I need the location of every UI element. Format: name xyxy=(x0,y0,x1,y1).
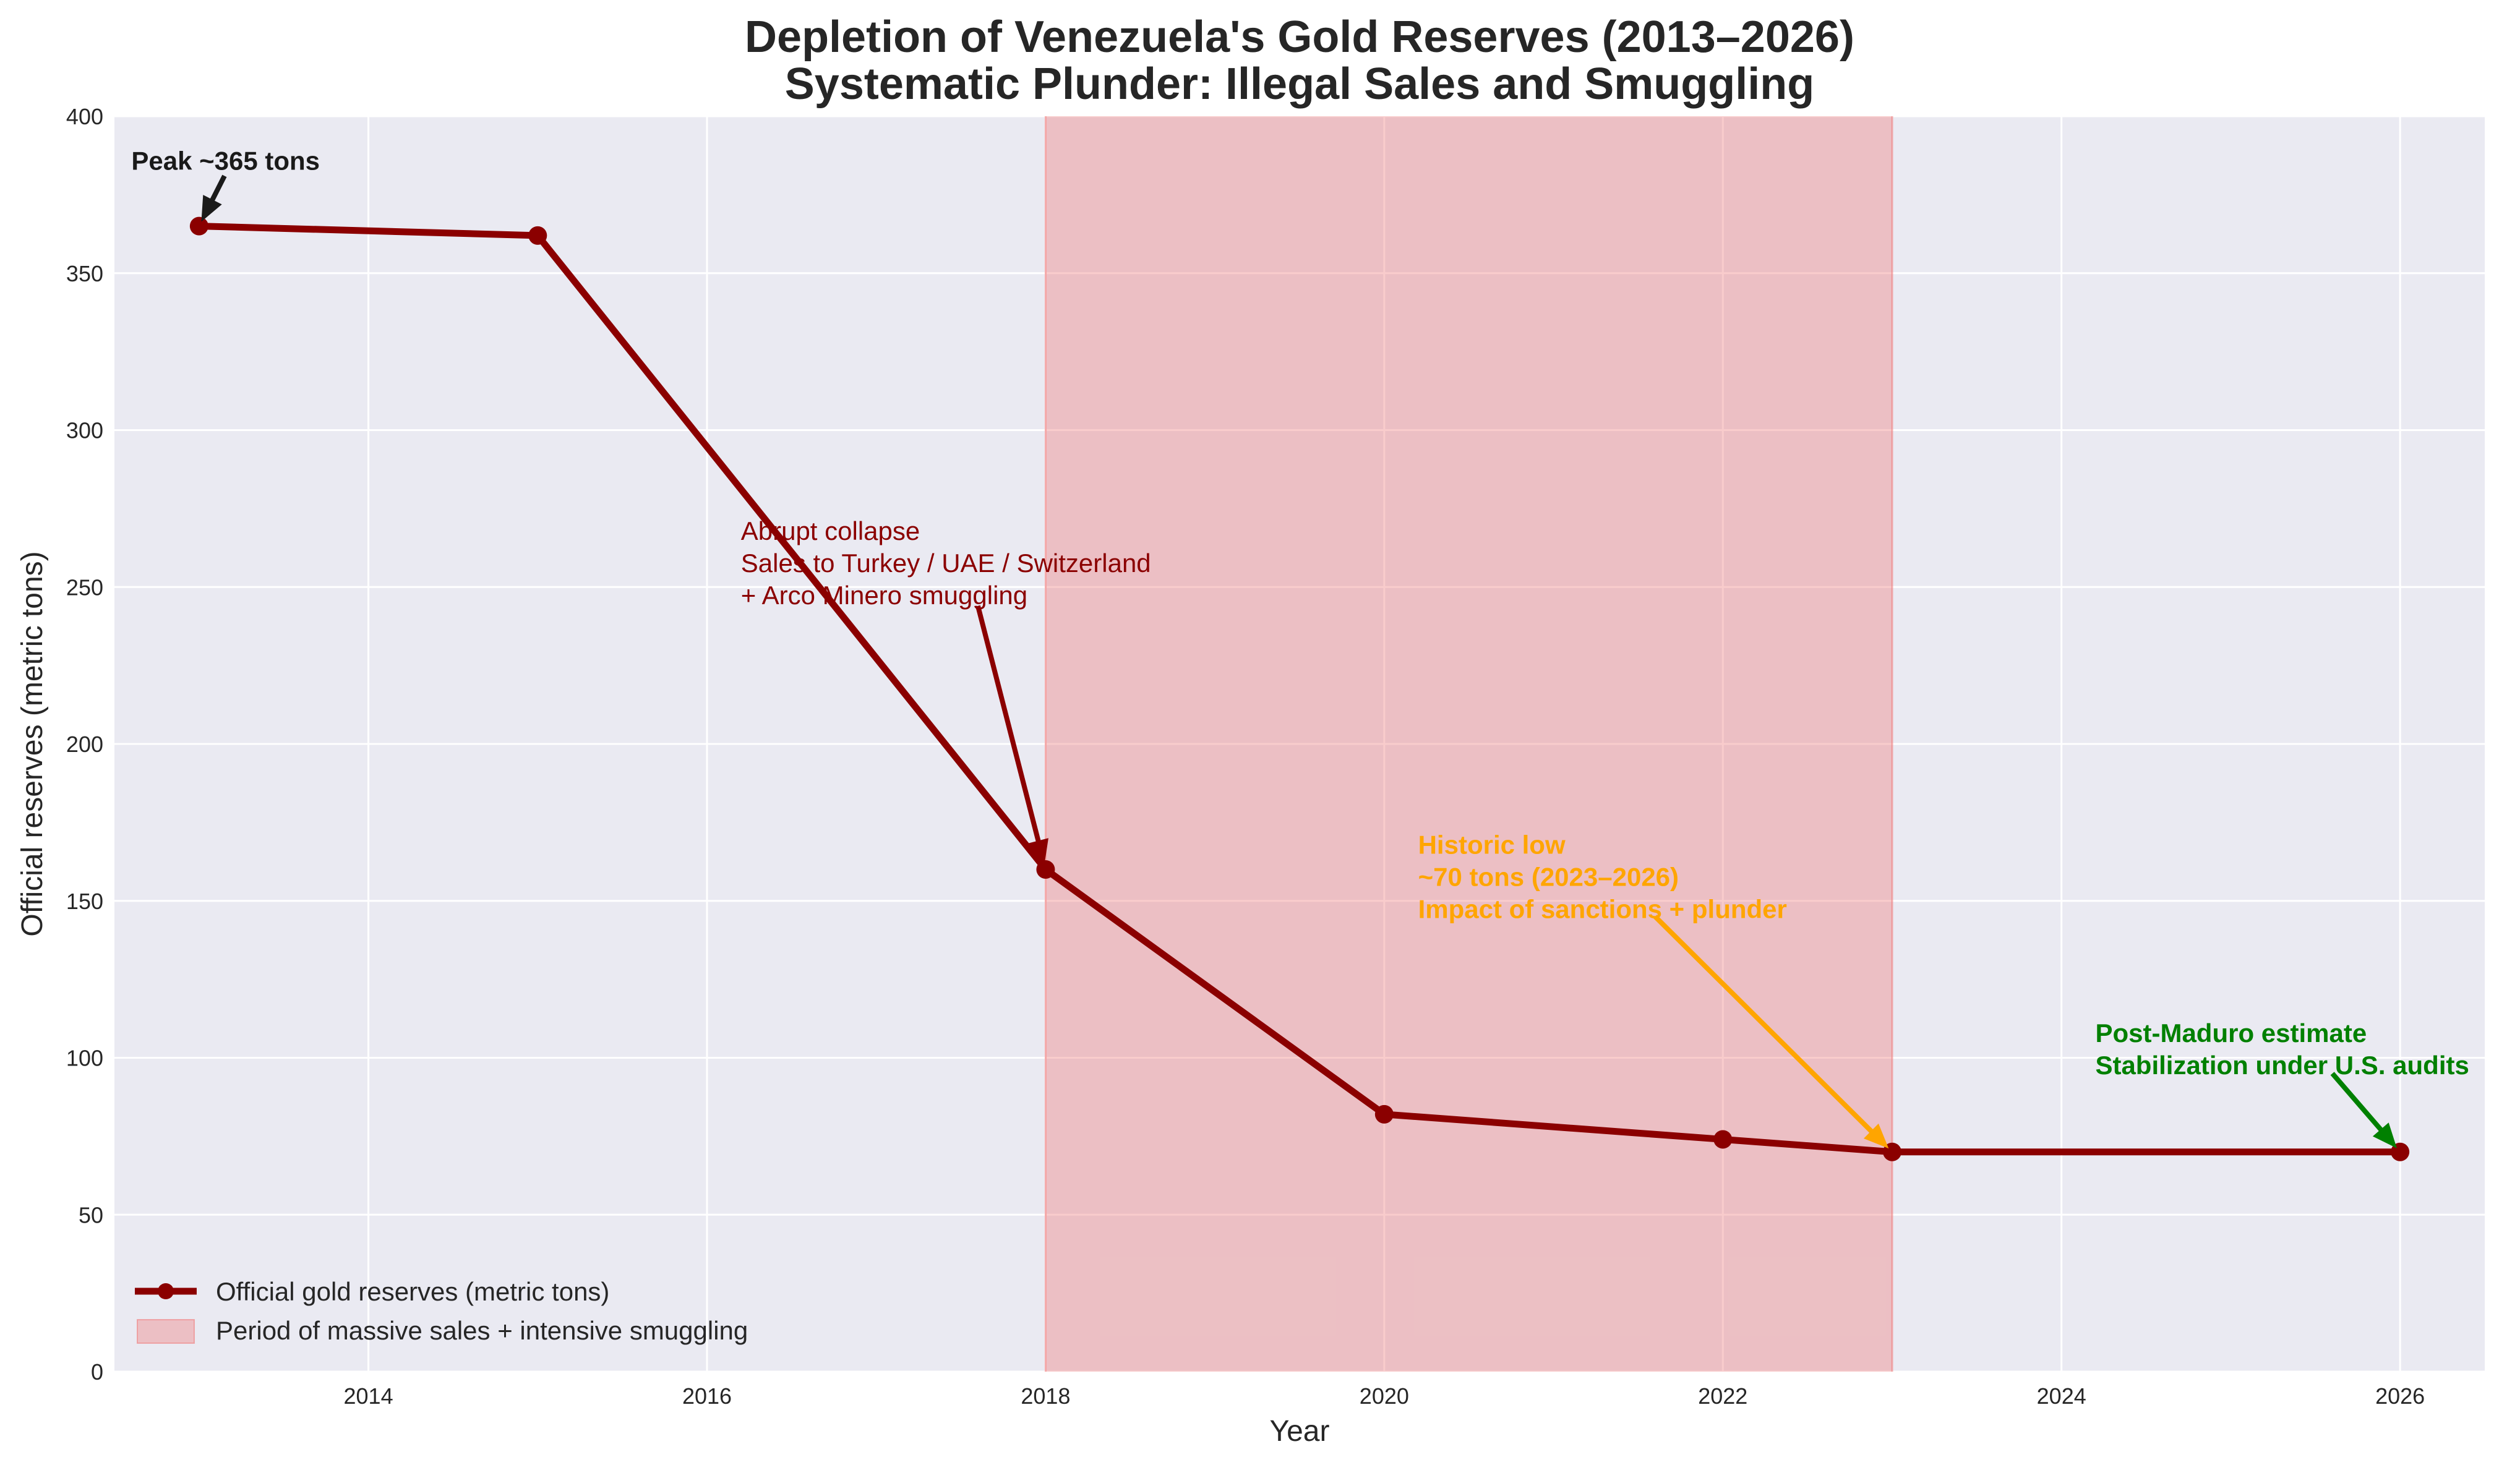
legend-series-label: Official gold reserves (metric tons) xyxy=(216,1277,609,1306)
annotation-line: ~70 tons (2023–2026) xyxy=(1418,863,1679,892)
legend-shade-label: Period of massive sales + intensive smug… xyxy=(216,1316,748,1345)
annotation-arrow-head xyxy=(1863,1123,1889,1149)
annotation-line: Historic low xyxy=(1418,831,1566,860)
y-tick-label: 300 xyxy=(66,418,103,443)
data-point xyxy=(1374,1104,1394,1124)
annotation-text: Peak ~365 tons xyxy=(131,146,320,175)
y-axis: 0 50 100 150 200 250 300 350 400 xyxy=(66,104,103,1385)
x-tick-label: 2020 xyxy=(1360,1383,1409,1409)
annotation-line: + Arco Minero smuggling xyxy=(741,581,1027,610)
data-point xyxy=(189,216,208,236)
y-tick-label: 150 xyxy=(66,889,103,914)
annotation-arrow-shaft xyxy=(975,605,1042,844)
y-tick-label: 250 xyxy=(66,574,103,600)
grid xyxy=(114,115,2485,1373)
annotation-arrow-shaft xyxy=(1653,915,1875,1135)
chart-subtitle: Systematic Plunder: Illegal Sales and Sm… xyxy=(785,59,1814,109)
y-tick-label: 50 xyxy=(79,1202,103,1228)
legend-shade-swatch xyxy=(137,1319,195,1344)
y-tick-label: 400 xyxy=(66,104,103,129)
annotation-text: Post-Maduro estimate Stabilization under … xyxy=(2095,1019,2469,1080)
y-tick-label: 200 xyxy=(66,732,103,757)
data-point xyxy=(1036,860,1055,879)
annotation-arrow-head xyxy=(2372,1122,2397,1148)
annotation-text: Historic low ~70 tons (2023–2026) Impact o… xyxy=(1418,831,1787,924)
annotation-arrow-head xyxy=(201,195,222,222)
x-tick-label: 2014 xyxy=(344,1383,393,1409)
x-tick-label: 2026 xyxy=(2375,1383,2425,1409)
annotation-arrow-shaft xyxy=(2330,1072,2385,1134)
x-tick-label: 2016 xyxy=(682,1383,732,1409)
annotation-line: Sales to Turkey / UAE / Switzerland xyxy=(741,549,1151,578)
annotation-text: Abrupt collapse Sales to Turkey / UAE / S… xyxy=(741,516,1151,610)
x-axis-label: Year xyxy=(1270,1415,1330,1448)
legend-marker-swatch xyxy=(158,1283,174,1299)
legend: Official gold reserves (metric tons) Per… xyxy=(135,1277,748,1345)
x-tick-label: 2024 xyxy=(2037,1383,2086,1409)
annotation-line: Impact of sanctions + plunder xyxy=(1418,895,1787,924)
x-tick-label: 2022 xyxy=(1698,1383,1747,1409)
y-tick-label: 0 xyxy=(91,1359,103,1385)
chart-title: Depletion of Venezuela's Gold Reserves (… xyxy=(745,12,1854,62)
x-tick-label: 2018 xyxy=(1021,1383,1070,1409)
x-axis: 2014 2016 2018 2020 2022 2024 2026 xyxy=(344,1383,2425,1409)
y-tick-label: 100 xyxy=(66,1046,103,1071)
annotation-arrow-shaft xyxy=(209,174,227,203)
shaded-region xyxy=(1045,116,1892,1372)
data-point xyxy=(1713,1130,1733,1149)
y-tick-label: 350 xyxy=(66,261,103,286)
annotation-arrow-head xyxy=(1028,838,1048,865)
annotation-line: Abrupt collapse xyxy=(741,516,920,545)
data-point xyxy=(528,226,547,245)
annotation-line: Stabilization under U.S. audits xyxy=(2095,1051,2469,1080)
annotations: Peak ~365 tons Abrupt collapse Sales to Tu… xyxy=(131,146,2469,1149)
y-axis-label: Official reserves (metric tons) xyxy=(16,551,49,936)
annotation-line: Peak ~365 tons xyxy=(131,146,320,175)
annotation-line: Post-Maduro estimate xyxy=(2095,1019,2367,1048)
